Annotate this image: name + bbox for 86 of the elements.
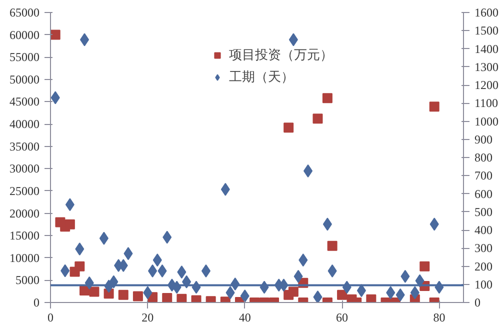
x-tick-label: 20 (142, 310, 154, 324)
x-tick-label: 80 (433, 310, 446, 324)
y-tick-label: 5000 (16, 273, 40, 288)
point (176, 294, 187, 302)
y2-tick-label: 1500 (474, 24, 498, 38)
point (75, 242, 84, 256)
y-tick-label: 0 (34, 296, 40, 310)
y-tick-label: 35000 (10, 139, 40, 154)
x-tick-label: 0 (48, 310, 54, 324)
y2-tick-label: 200 (474, 259, 492, 274)
point (327, 240, 338, 251)
point (400, 270, 410, 283)
point (284, 122, 294, 133)
x-tick-label: 60 (336, 310, 348, 324)
point (322, 93, 332, 104)
y2-tick-label: 1300 (474, 60, 498, 74)
y2-tick-label: 0 (474, 296, 480, 310)
point (429, 102, 440, 112)
point (60, 264, 70, 278)
point (288, 286, 298, 297)
point (65, 198, 74, 212)
point (240, 289, 250, 302)
y2-tick-label: 1100 (474, 96, 498, 110)
point (80, 33, 90, 46)
y2-tick-label: 500 (474, 204, 492, 219)
point (410, 286, 420, 300)
point (50, 91, 60, 104)
y2-tick-label: 400 (474, 223, 492, 237)
point (99, 232, 108, 245)
point (124, 247, 133, 260)
y2-tick-label: 1600 (474, 6, 498, 20)
y2-tick-label: 1400 (474, 42, 498, 56)
point (298, 254, 308, 267)
point (430, 218, 439, 231)
legend-label: 项目投资（万元） (229, 47, 333, 64)
point (64, 219, 75, 230)
x-tick-label: 40 (238, 310, 251, 324)
point (148, 264, 158, 278)
y-tick-label: 65000 (10, 6, 40, 20)
y-tick-label: 60000 (10, 28, 40, 42)
y2-tick-label: 100 (474, 277, 492, 292)
y2-tick-label: 800 (474, 150, 492, 164)
point (313, 290, 322, 302)
point (50, 30, 60, 40)
point (288, 33, 298, 46)
y2-tick-label: 700 (474, 168, 492, 183)
point (396, 288, 405, 302)
point (74, 261, 85, 272)
y-tick-label: 10000 (10, 250, 40, 265)
point (177, 266, 186, 279)
point (201, 264, 210, 278)
legend-label: 工期（天） (229, 69, 294, 86)
point (322, 218, 332, 231)
y-tick-label: 45000 (10, 94, 40, 109)
point (337, 290, 348, 300)
point (158, 264, 167, 278)
point (220, 182, 230, 196)
y2-tick-label: 600 (474, 186, 492, 201)
point (162, 230, 172, 244)
point (312, 114, 323, 124)
y-tick-label: 25000 (10, 184, 40, 198)
point (89, 286, 100, 297)
y-tick-label: 40000 (10, 117, 40, 132)
point (420, 261, 430, 272)
point (118, 290, 128, 300)
y-tick-label: 50000 (10, 72, 40, 86)
point (386, 286, 396, 300)
y2-tick-label: 1200 (474, 78, 498, 92)
y-tick-label: 20000 (10, 206, 40, 220)
point (415, 274, 424, 288)
y2-tick-label: 900 (474, 132, 492, 146)
point (304, 164, 313, 178)
point (143, 286, 152, 300)
y-tick-label: 15000 (10, 228, 40, 243)
point (226, 286, 235, 300)
point (356, 284, 366, 298)
point (294, 270, 303, 283)
y2-tick-label: 1000 (474, 114, 498, 128)
point (132, 291, 143, 302)
y2-tick-label: 300 (474, 241, 492, 256)
point (152, 254, 162, 267)
point (328, 264, 337, 278)
point (162, 293, 172, 302)
y-tick-label: 30000 (10, 162, 40, 176)
point (366, 294, 376, 302)
y-tick-label: 55000 (10, 50, 40, 64)
